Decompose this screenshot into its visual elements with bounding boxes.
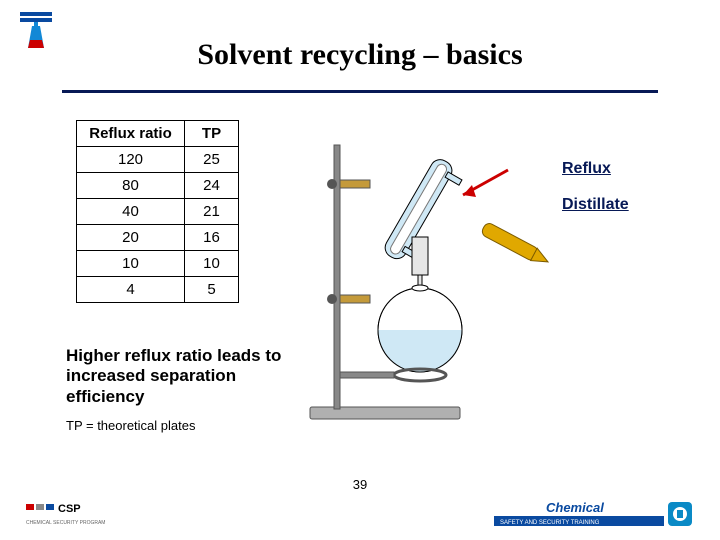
svg-text:CHEMICAL SECURITY PROGRAM: CHEMICAL SECURITY PROGRAM (26, 520, 105, 526)
table-row: 8024 (77, 173, 239, 199)
label-distillate: Distillate (562, 196, 629, 214)
label-reflux: Reflux (562, 160, 611, 178)
svg-text:Chemical: Chemical (546, 500, 604, 515)
page-number: 39 (0, 477, 720, 492)
table-row: 4021 (77, 199, 239, 225)
svg-text:SAFETY AND SECURITY TRAINING: SAFETY AND SECURITY TRAINING (500, 520, 600, 526)
title-rule (62, 90, 658, 93)
reflux-table: Reflux ratio TP 12025 8024 4021 2016 101… (76, 120, 239, 303)
footnote: TP = theoretical plates (66, 418, 195, 433)
slide-title: Solvent recycling – basics (0, 38, 720, 72)
svg-text:CSP: CSP (58, 503, 81, 515)
table-row: 1010 (77, 251, 239, 277)
th-tp: TP (185, 121, 239, 147)
th-reflux-ratio: Reflux ratio (77, 121, 185, 147)
apparatus-diagram (300, 125, 580, 425)
caption: Higher reflux ratio leads to increased s… (66, 346, 296, 407)
footer-logo-right: Chemical SAFETY AND SECURITY TRAINING (494, 500, 694, 530)
table-row: 45 (77, 277, 239, 303)
table-row: 2016 (77, 225, 239, 251)
footer-logo-left: CSP CHEMICAL SECURITY PROGRAM (26, 500, 136, 530)
table-row: 12025 (77, 147, 239, 173)
